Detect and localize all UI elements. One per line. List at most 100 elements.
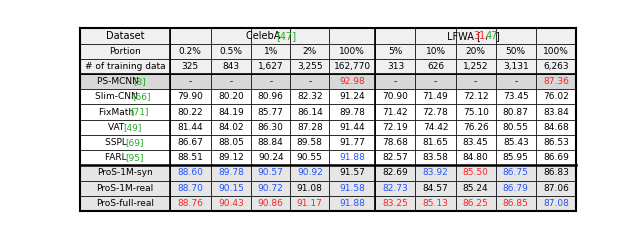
Bar bbox=[80, 150, 170, 165]
Bar bbox=[211, 150, 252, 165]
Text: 91.88: 91.88 bbox=[339, 199, 365, 208]
Text: # of training data: # of training data bbox=[84, 62, 165, 71]
Bar bbox=[375, 165, 415, 181]
Text: 162,770: 162,770 bbox=[334, 62, 371, 71]
Bar bbox=[330, 135, 375, 150]
Bar bbox=[170, 28, 211, 44]
Bar bbox=[456, 181, 496, 196]
Text: 86.83: 86.83 bbox=[543, 169, 569, 178]
Bar bbox=[291, 150, 330, 165]
Text: 91.17: 91.17 bbox=[297, 199, 323, 208]
Bar bbox=[330, 74, 375, 89]
Bar bbox=[330, 165, 375, 181]
Text: 76.02: 76.02 bbox=[543, 92, 569, 101]
Bar bbox=[496, 105, 536, 120]
Bar bbox=[415, 105, 456, 120]
Bar bbox=[291, 120, 330, 135]
Text: 88.70: 88.70 bbox=[177, 184, 203, 193]
Text: -: - bbox=[269, 77, 273, 86]
Text: VAT: VAT bbox=[108, 123, 127, 132]
Bar bbox=[496, 196, 536, 211]
Bar bbox=[456, 89, 496, 105]
Bar bbox=[211, 150, 252, 165]
Text: 3,131: 3,131 bbox=[503, 62, 529, 71]
Bar bbox=[291, 165, 330, 181]
Bar bbox=[252, 135, 291, 150]
Bar bbox=[456, 89, 496, 105]
Bar bbox=[80, 59, 170, 74]
Bar bbox=[415, 44, 456, 59]
Bar bbox=[536, 89, 576, 105]
Bar bbox=[375, 74, 415, 89]
Bar bbox=[415, 120, 456, 135]
Text: 84.19: 84.19 bbox=[218, 108, 244, 117]
Bar bbox=[496, 120, 536, 135]
Bar bbox=[211, 28, 252, 44]
Bar bbox=[375, 28, 415, 44]
Text: 80.55: 80.55 bbox=[503, 123, 529, 132]
Bar bbox=[536, 105, 576, 120]
Text: 82.57: 82.57 bbox=[383, 153, 408, 162]
Text: 87.28: 87.28 bbox=[297, 123, 323, 132]
Text: 71.42: 71.42 bbox=[383, 108, 408, 117]
Bar bbox=[415, 44, 456, 59]
Bar bbox=[211, 59, 252, 74]
Text: -: - bbox=[474, 77, 477, 86]
Text: 1%: 1% bbox=[264, 47, 278, 56]
Bar bbox=[252, 28, 291, 44]
Bar bbox=[170, 105, 211, 120]
Bar bbox=[252, 150, 291, 165]
Bar bbox=[291, 135, 330, 150]
Text: 50%: 50% bbox=[506, 47, 526, 56]
Bar bbox=[252, 196, 291, 211]
Text: 90.43: 90.43 bbox=[218, 199, 244, 208]
Text: ProS-1M-syn: ProS-1M-syn bbox=[97, 169, 153, 178]
Text: 80.20: 80.20 bbox=[218, 92, 244, 101]
Bar bbox=[375, 74, 415, 89]
Bar bbox=[211, 165, 252, 181]
Bar bbox=[170, 150, 211, 165]
Bar bbox=[375, 44, 415, 59]
Bar bbox=[291, 44, 330, 59]
Bar bbox=[170, 135, 211, 150]
Text: 89.78: 89.78 bbox=[218, 169, 244, 178]
Bar bbox=[330, 59, 375, 74]
Bar bbox=[536, 135, 576, 150]
Bar bbox=[252, 165, 291, 181]
Text: Slim-CNN: Slim-CNN bbox=[95, 92, 141, 101]
Text: 92.98: 92.98 bbox=[339, 77, 365, 86]
Bar bbox=[170, 59, 211, 74]
Text: FARL: FARL bbox=[106, 153, 130, 162]
Bar bbox=[80, 105, 170, 120]
Bar bbox=[496, 89, 536, 105]
Bar bbox=[211, 89, 252, 105]
Bar bbox=[291, 181, 330, 196]
Text: 626: 626 bbox=[427, 62, 444, 71]
Bar bbox=[415, 150, 456, 165]
Bar bbox=[291, 59, 330, 74]
Bar bbox=[211, 105, 252, 120]
Bar bbox=[456, 28, 496, 44]
Bar bbox=[330, 181, 375, 196]
Bar bbox=[375, 89, 415, 105]
Bar bbox=[415, 196, 456, 211]
Bar bbox=[330, 89, 375, 105]
Text: 73.45: 73.45 bbox=[503, 92, 529, 101]
Bar bbox=[170, 89, 211, 105]
Bar bbox=[291, 59, 330, 74]
Bar bbox=[415, 150, 456, 165]
Bar bbox=[291, 89, 330, 105]
Bar bbox=[80, 120, 170, 135]
Bar bbox=[415, 135, 456, 150]
Bar bbox=[291, 89, 330, 105]
Bar bbox=[536, 181, 576, 196]
Text: SSPL: SSPL bbox=[106, 138, 130, 147]
Bar bbox=[252, 165, 291, 181]
Bar bbox=[330, 105, 375, 120]
Text: 87.06: 87.06 bbox=[543, 184, 569, 193]
Text: 85.24: 85.24 bbox=[463, 184, 488, 193]
Text: 325: 325 bbox=[182, 62, 199, 71]
Bar bbox=[252, 135, 291, 150]
Bar bbox=[80, 120, 170, 135]
Bar bbox=[415, 196, 456, 211]
